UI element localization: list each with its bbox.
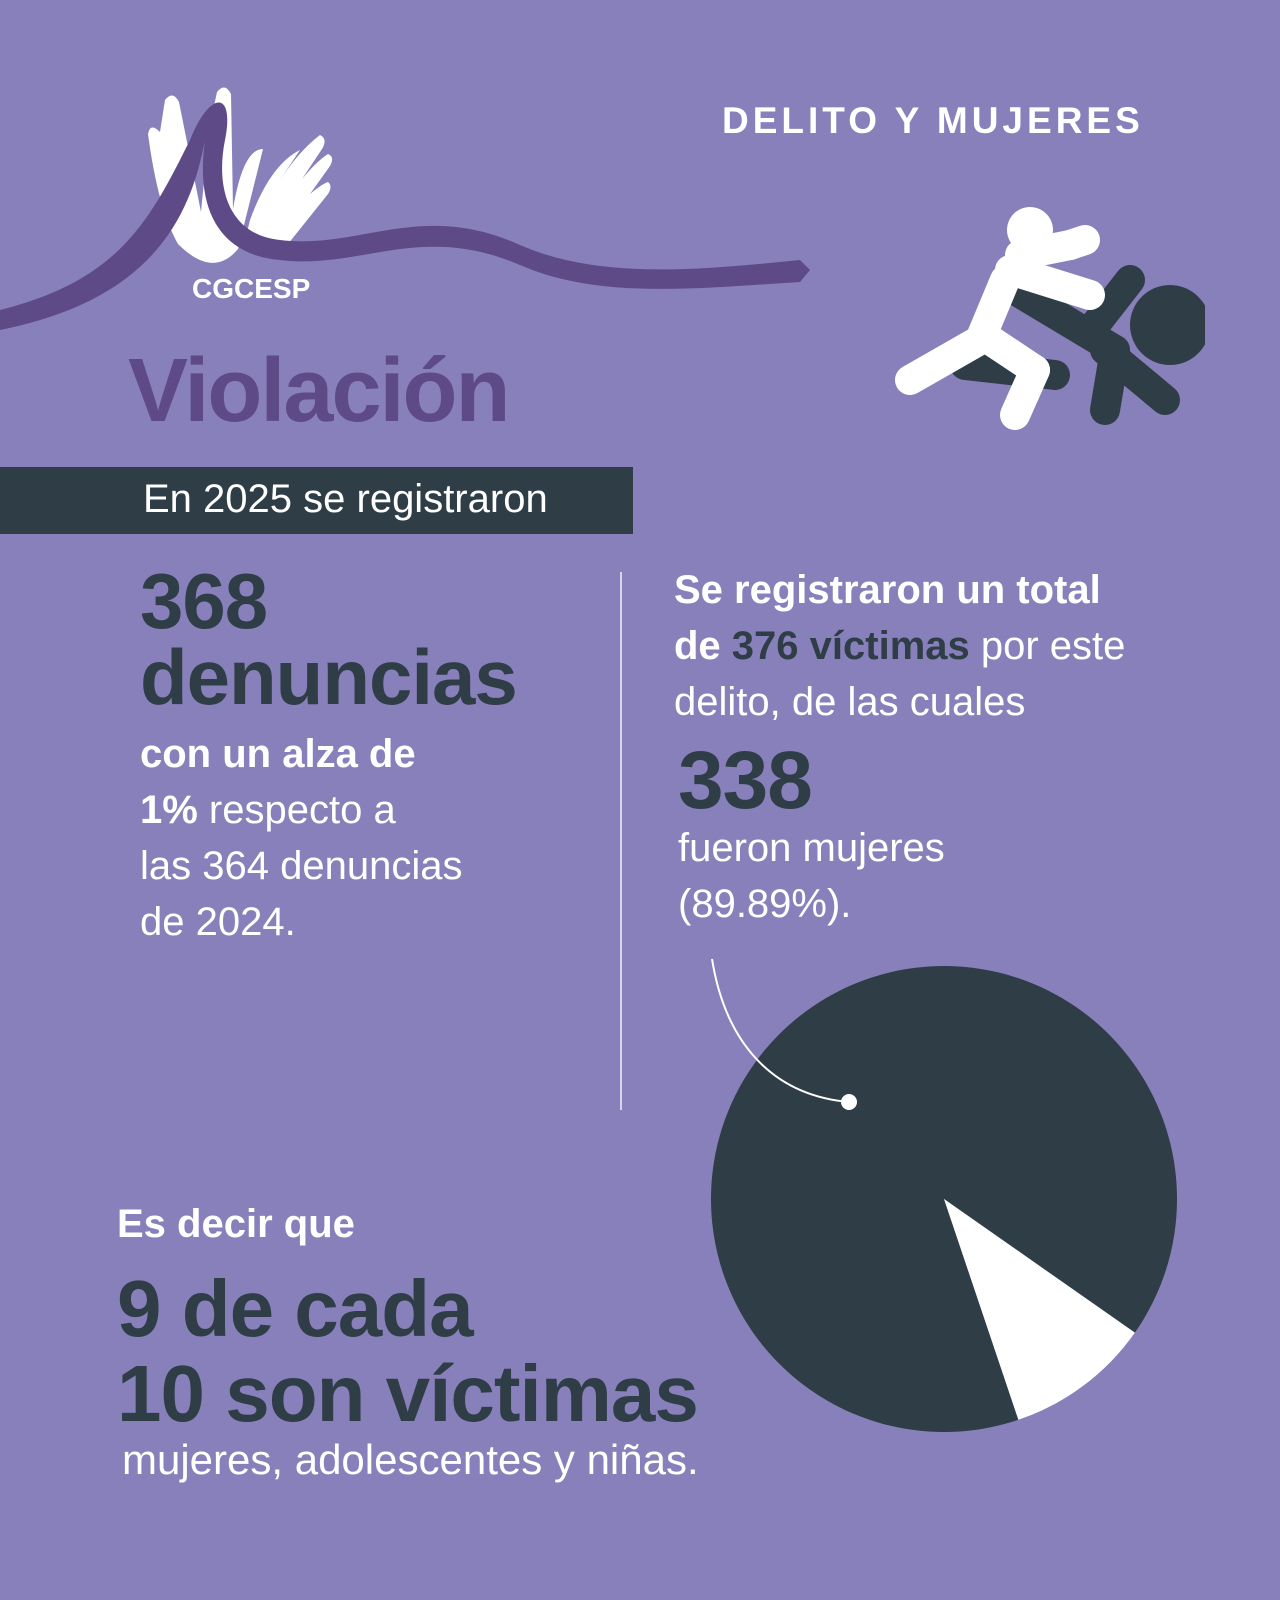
banner-text: En 2025 se registraron	[143, 477, 548, 521]
column-divider	[620, 572, 622, 1110]
victims-line1: Se registraron un total	[674, 568, 1101, 612]
increase-percent: 1%	[140, 788, 198, 832]
section-title: DELITO Y MUJERES	[722, 100, 1144, 141]
victims-line2: de 376 víctimas por este	[674, 618, 1125, 674]
crime-title: Violación	[128, 341, 510, 441]
year-banner: En 2025 se registraron	[0, 467, 633, 534]
victims-line3: delito, de las cuales	[674, 680, 1026, 724]
conclusion-big-2: 10 son víctimas	[117, 1349, 699, 1438]
previous-count: las 364 denuncias	[140, 844, 463, 888]
women-percent: (89.89%).	[678, 882, 852, 926]
complaint-unit: denuncias	[140, 633, 518, 721]
logo-text: CGCESP	[192, 273, 310, 304]
victims-pre: de	[674, 624, 732, 668]
conclusion-intro: Es decir que	[117, 1202, 355, 1246]
assault-pictogram-icon	[895, 207, 1205, 430]
conclusion-big-1: 9 de cada	[117, 1264, 474, 1353]
women-count: 338	[678, 735, 813, 826]
pie-slice-others	[944, 1199, 1135, 1420]
women-label: fueron mujeres	[678, 826, 945, 870]
callout-dot	[841, 1094, 857, 1110]
ribbon-icon	[0, 102, 810, 330]
victims-rest: por este	[969, 624, 1126, 668]
cgcesp-logo: CGCESP	[0, 87, 810, 330]
callout-line	[711, 958, 850, 1103]
increase-detail: 1% respecto a	[140, 782, 396, 838]
increase-label: con un alza de	[140, 732, 416, 776]
complaint-count: 368	[140, 557, 268, 645]
previous-year: de 2024.	[140, 900, 296, 944]
conclusion-sub: mujeres, adolescentes y niñas.	[122, 1436, 699, 1483]
victims-total: 376 víctimas	[731, 624, 970, 668]
increase-rest: respecto a	[197, 788, 396, 832]
